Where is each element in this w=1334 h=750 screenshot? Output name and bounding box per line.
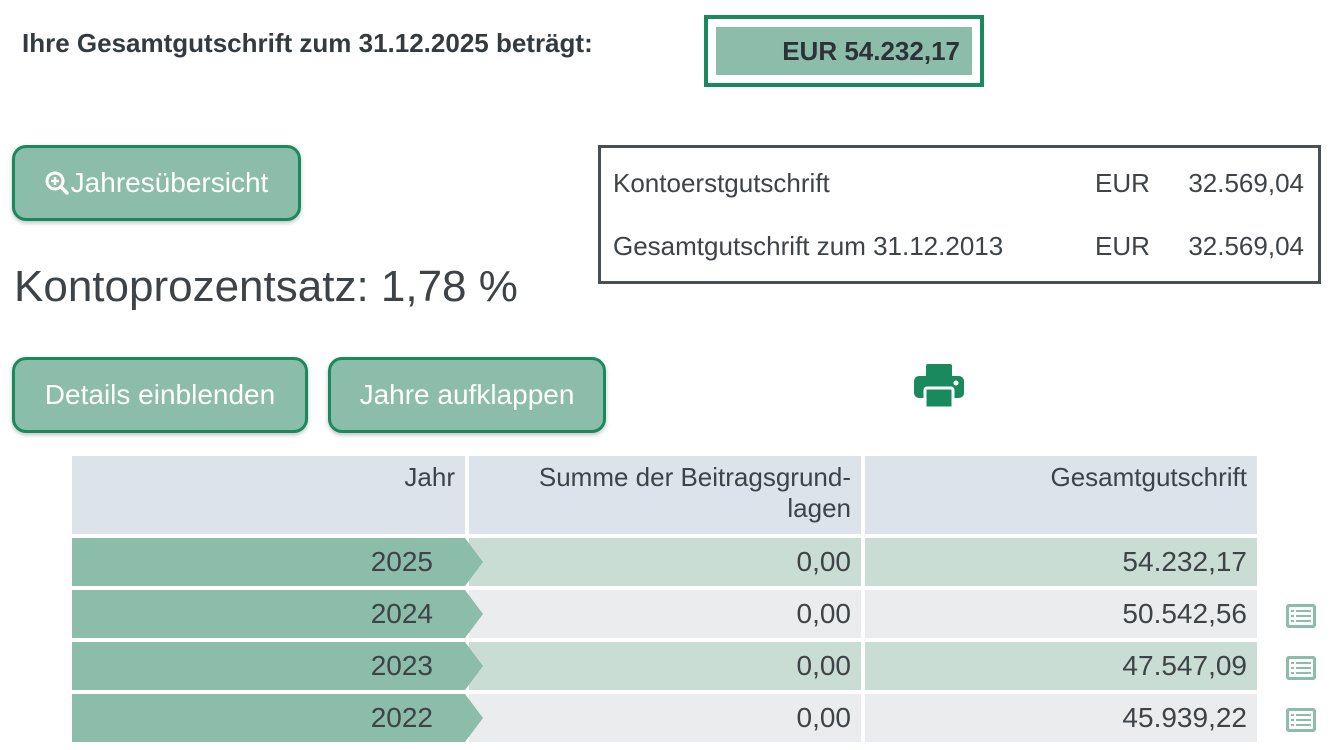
year-value: 2023 — [370, 650, 433, 681]
header-line: lagen — [787, 493, 851, 523]
total-credit-cell: 45.939,22 — [865, 694, 1257, 742]
summary-amount: 32.569,04 — [1188, 168, 1304, 198]
list-details-icon[interactable] — [1285, 707, 1317, 733]
list-details-icon[interactable] — [1285, 655, 1317, 681]
year-cell[interactable]: 2022 — [72, 694, 483, 742]
yearly-credit-table: Jahr Summe der Beitragsgrund- lagen Gesa… — [68, 452, 1261, 746]
year-cell[interactable]: 2025 — [72, 538, 483, 586]
summary-row: Gesamtgutschrift zum 31.12.2013 EUR 32.5… — [613, 231, 1304, 271]
column-header-total-credit: Gesamtgutschrift — [865, 456, 1257, 534]
summary-currency: EUR — [1095, 231, 1150, 261]
zoom-in-icon — [45, 171, 69, 195]
printer-icon[interactable] — [912, 362, 966, 410]
annual-overview-label: Jahresübersicht — [70, 167, 269, 198]
column-header-contribution-sum: Summe der Beitragsgrund- lagen — [469, 456, 861, 534]
year-value: 2022 — [370, 702, 433, 733]
contribution-sum-cell: 0,00 — [469, 590, 861, 638]
contribution-sum-cell: 0,00 — [469, 642, 861, 690]
year-value: 2025 — [370, 546, 433, 577]
summary-amount: 32.569,04 — [1188, 231, 1304, 261]
annual-overview-button[interactable]: Jahresübersicht — [12, 145, 301, 221]
show-details-button[interactable]: Details einblenden — [12, 357, 308, 433]
contribution-sum-cell: 0,00 — [469, 538, 861, 586]
year-cell[interactable]: 2023 — [72, 642, 483, 690]
header-line: Summe der Beitragsgrund- — [538, 462, 851, 492]
table-row[interactable]: 2023 0,00 47.547,09 — [72, 642, 1257, 690]
table-row[interactable]: 2025 0,00 54.232,17 — [72, 538, 1257, 586]
table-header-row: Jahr Summe der Beitragsgrund- lagen Gesa… — [72, 456, 1257, 534]
summary-currency: EUR — [1095, 168, 1150, 198]
total-credit-cell: 54.232,17 — [865, 538, 1257, 586]
summary-box: Kontoerstgutschrift EUR 32.569,04 Gesamt… — [598, 145, 1321, 284]
summary-row: Kontoerstgutschrift EUR 32.569,04 — [613, 168, 1304, 208]
year-value: 2024 — [370, 598, 433, 629]
total-credit-value: EUR 54.232,17 — [716, 27, 972, 75]
total-credit-box: EUR 54.232,17 — [704, 15, 984, 87]
total-credit-cell: 50.542,56 — [865, 590, 1257, 638]
contribution-sum-cell: 0,00 — [469, 694, 861, 742]
summary-label: Kontoerstgutschrift — [613, 168, 830, 198]
expand-years-button[interactable]: Jahre aufklappen — [328, 357, 606, 433]
table-row[interactable]: 2024 0,00 50.542,56 — [72, 590, 1257, 638]
column-header-year: Jahr — [72, 456, 465, 534]
expand-years-label: Jahre aufklappen — [359, 379, 575, 410]
show-details-label: Details einblenden — [44, 379, 276, 410]
summary-label: Gesamtgutschrift zum 31.12.2013 — [613, 231, 1004, 261]
total-credit-label: Ihre Gesamtgutschrift zum 31.12.2025 bet… — [22, 28, 593, 58]
account-rate: Kontoprozentsatz: 1,78 % — [14, 262, 518, 311]
year-cell[interactable]: 2024 — [72, 590, 483, 638]
total-credit-cell: 47.547,09 — [865, 642, 1257, 690]
list-details-icon[interactable] — [1285, 603, 1317, 629]
table-row[interactable]: 2022 0,00 45.939,22 — [72, 694, 1257, 742]
